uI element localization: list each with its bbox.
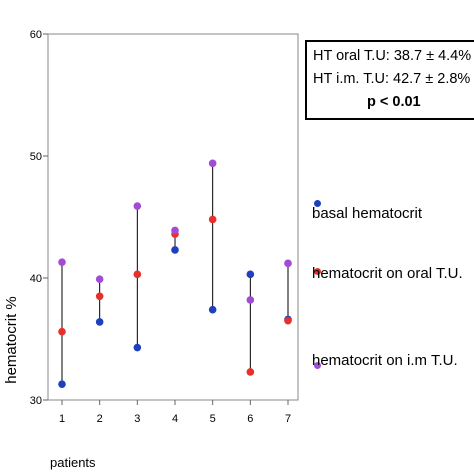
y-tick-label: 40 [30, 273, 42, 285]
point-oral [133, 270, 142, 279]
y-tick-label: 60 [30, 29, 42, 41]
point-im [95, 275, 104, 284]
y-axis-label: hematocrit % [3, 296, 20, 384]
point-basal [58, 380, 66, 388]
point-oral [208, 215, 217, 224]
annotation-pvalue: p < 0.01 [367, 94, 421, 110]
x-tick-label: 2 [97, 413, 103, 425]
x-tick-label: 7 [285, 413, 291, 425]
point-basal [171, 246, 179, 254]
point-im [171, 226, 179, 235]
legend-marker-im [314, 362, 321, 369]
annotation-line-oral: HT oral T.U: 38.7 ± 4.4% [313, 48, 472, 64]
point-im [58, 258, 66, 266]
y-tick-label: 50 [30, 151, 42, 163]
point-oral [246, 368, 255, 376]
annotation-box: HT oral T.U: 38.7 ± 4.4% HT i.m. T.U: 42… [305, 40, 474, 120]
point-basal [208, 305, 217, 314]
x-tick-label: 1 [59, 413, 65, 425]
plot-area [47, 33, 299, 401]
legend-label-im: hematocrit on i.m T.U. [312, 352, 458, 369]
data-marks [58, 159, 292, 388]
point-im [133, 202, 142, 210]
point-basal [95, 318, 104, 326]
legend-label-oral: hematocrit on oral T.U. [312, 265, 463, 282]
annotation-line-im: HT i.m. T.U: 42.7 ± 2.8% [313, 71, 471, 87]
point-basal [133, 343, 142, 352]
point-oral [284, 316, 292, 325]
x-axis-label: patients [50, 455, 96, 470]
point-im [284, 259, 292, 268]
legend-marker-basal [314, 200, 321, 207]
point-im [208, 159, 217, 168]
legend-label-basal: basal hematocrit [312, 205, 423, 222]
y-tick-label: 30 [30, 395, 42, 407]
point-im [246, 296, 255, 304]
x-tick-label: 3 [134, 413, 140, 425]
point-oral [95, 292, 104, 301]
x-tick-label: 4 [172, 413, 178, 425]
x-axis: 1 2 3 4 5 6 7 [59, 400, 291, 425]
y-axis: 30 40 50 60 [30, 29, 48, 407]
legend-marker-oral [314, 268, 321, 275]
point-oral [58, 327, 66, 336]
point-basal [246, 270, 255, 279]
x-tick-label: 6 [247, 413, 253, 425]
x-tick-label: 5 [210, 413, 216, 425]
